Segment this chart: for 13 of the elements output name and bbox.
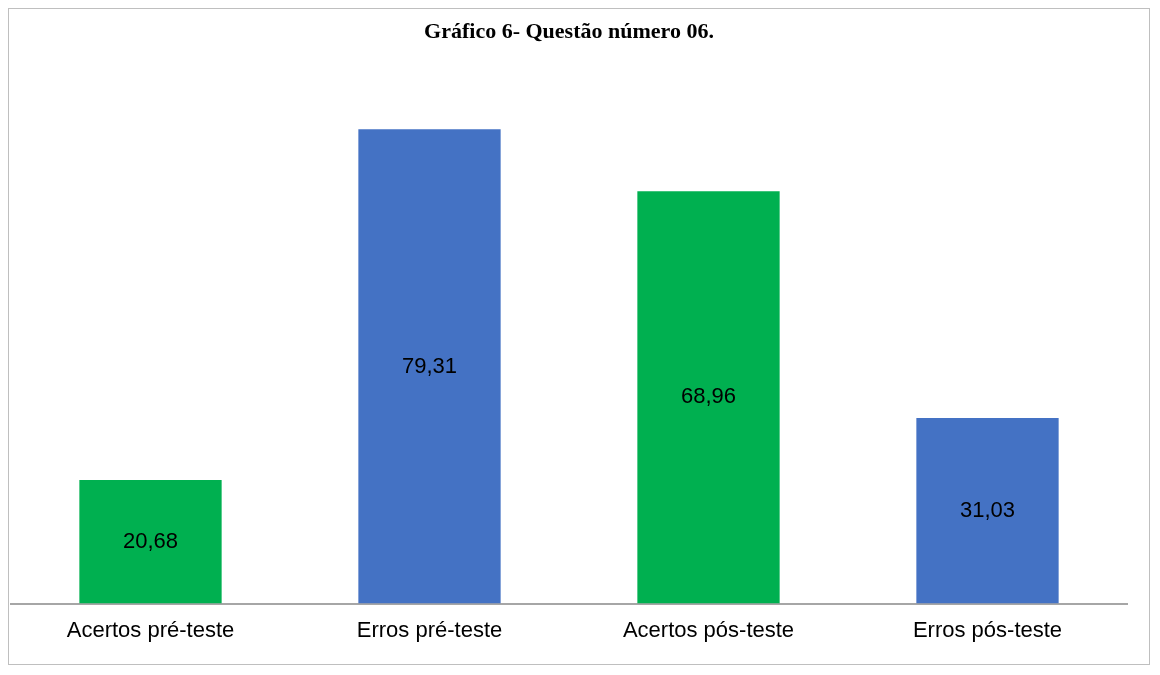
bar [916, 418, 1059, 604]
x-tick-label: Acertos pré-teste [66, 616, 235, 642]
x-tick-label: Acertos pós-teste [622, 616, 795, 642]
data-label: 31,03 [959, 496, 1016, 522]
x-tick-label: Erros pré-teste [356, 616, 503, 642]
data-label: 68,96 [680, 383, 737, 409]
data-label: 79,31 [401, 352, 458, 378]
bar [358, 129, 501, 604]
data-label: 20,68 [122, 527, 179, 553]
chart-title: Gráfico 6- Questão número 06. [424, 17, 714, 43]
bar [637, 191, 780, 604]
bar [79, 479, 222, 604]
x-tick-label: Erros pós-teste [912, 616, 1063, 642]
